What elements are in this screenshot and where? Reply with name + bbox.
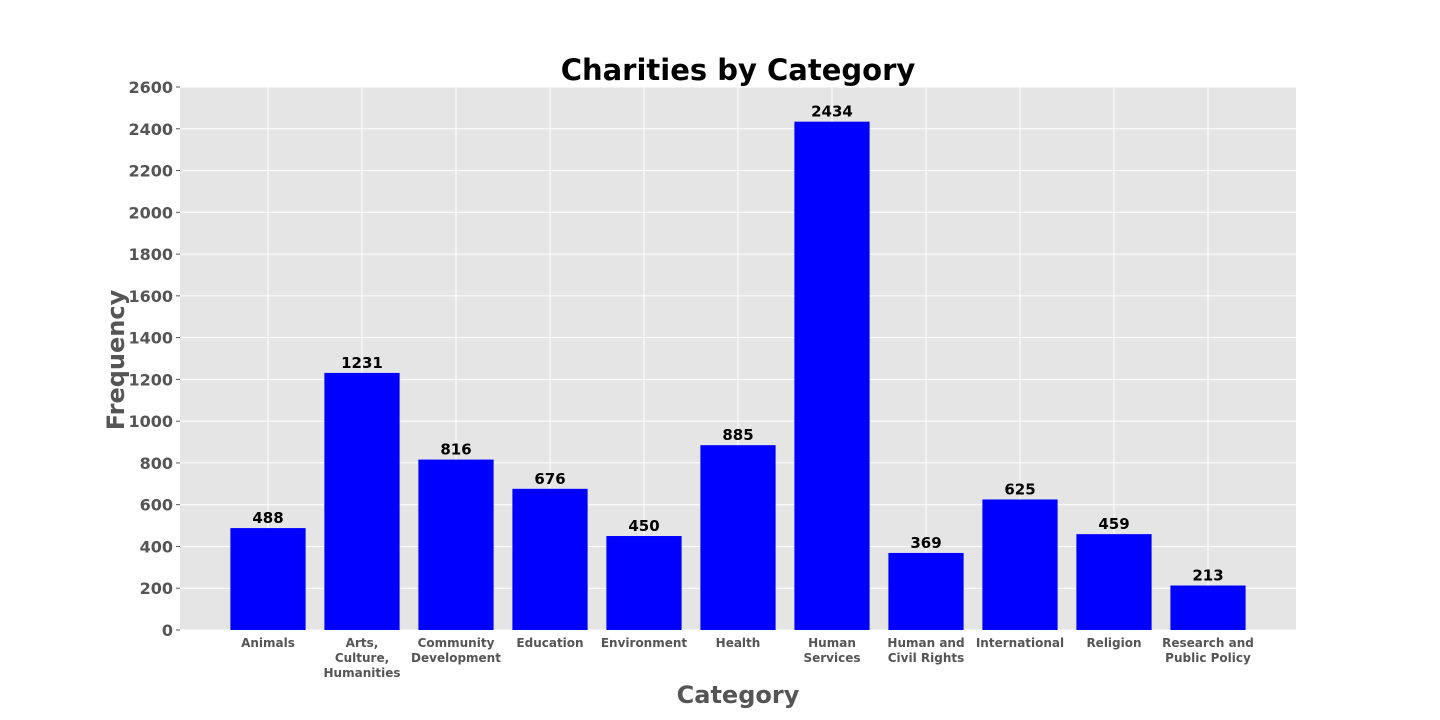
data-label: 885	[722, 426, 753, 444]
data-label: 625	[1004, 480, 1035, 498]
y-tick-label: 800	[140, 454, 173, 473]
y-tick-label: 1800	[128, 245, 173, 264]
data-label: 676	[534, 470, 565, 488]
y-tick-label: 2200	[128, 162, 173, 181]
y-tick-label: 2600	[128, 78, 173, 97]
bar	[230, 528, 306, 630]
x-axis-label: Category	[677, 681, 800, 709]
bar	[794, 121, 870, 631]
x-tick-label: Human and Civil Rights	[887, 636, 964, 665]
chart-title: Charities by Category	[561, 53, 916, 87]
data-label: 213	[1192, 567, 1223, 585]
data-labels: 488 1231 816 676 450 885 2434 369 625 459 213	[252, 103, 1223, 585]
bar	[982, 499, 1058, 630]
x-tick-label: Environment	[601, 636, 688, 650]
bar	[606, 536, 682, 630]
x-tick-label: Community Development	[411, 636, 501, 665]
data-label: 2434	[811, 103, 853, 121]
y-tick-label: 600	[140, 496, 173, 515]
bar	[512, 488, 588, 630]
y-tick-label: 2400	[128, 120, 173, 139]
y-tick-label: 1200	[128, 370, 173, 389]
x-tick-label: Religion	[1086, 636, 1141, 650]
bars	[230, 121, 1246, 631]
data-label: 488	[252, 509, 283, 527]
y-tick-label: 1600	[128, 287, 173, 306]
y-tick-label: 2000	[128, 203, 173, 222]
bar	[1076, 534, 1152, 630]
y-tick-label: 1400	[128, 329, 173, 348]
x-tick-label: Health	[716, 636, 761, 650]
data-label: 450	[628, 517, 659, 535]
x-tick-label: Arts, Culture, Humanities	[324, 636, 401, 680]
bar	[700, 445, 776, 630]
data-label: 459	[1098, 515, 1129, 533]
bar	[888, 552, 964, 630]
x-tick-label: Human Services	[803, 636, 860, 665]
data-label: 1231	[341, 354, 383, 372]
y-axis-ticks: 0 200 400 600 800 1000 1200 1400 1600 1800 2000 220…	[128, 78, 180, 640]
y-tick-label: 200	[140, 579, 173, 598]
y-tick-label: 400	[140, 537, 173, 556]
x-tick-label: Animals	[241, 636, 295, 650]
bar	[324, 372, 400, 630]
data-label: 816	[440, 441, 471, 459]
bar	[418, 459, 494, 630]
y-tick-label: 1000	[128, 412, 173, 431]
y-axis-label: Frequency	[102, 289, 130, 430]
x-tick-label: Research and Public Policy	[1162, 636, 1254, 665]
bar	[1170, 585, 1246, 630]
x-tick-label: Education	[516, 636, 583, 650]
x-tick-label: International	[976, 636, 1064, 650]
y-tick-label: 0	[162, 621, 173, 640]
x-axis-ticks: Animals Arts, Culture, Humanities Community D…	[241, 636, 1254, 680]
data-label: 369	[910, 534, 941, 552]
